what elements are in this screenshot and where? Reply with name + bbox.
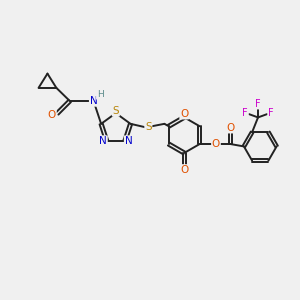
Text: O: O xyxy=(212,139,220,149)
Text: S: S xyxy=(145,122,152,132)
Text: F: F xyxy=(242,108,248,118)
Text: N: N xyxy=(124,136,132,146)
Text: F: F xyxy=(255,99,261,109)
Text: O: O xyxy=(180,165,188,175)
Text: N: N xyxy=(99,136,107,146)
Text: O: O xyxy=(226,123,235,133)
Text: S: S xyxy=(112,106,119,116)
Text: O: O xyxy=(48,110,56,120)
Text: F: F xyxy=(268,108,274,118)
Text: O: O xyxy=(180,109,188,119)
Text: H: H xyxy=(97,90,104,99)
Text: N: N xyxy=(90,96,98,106)
